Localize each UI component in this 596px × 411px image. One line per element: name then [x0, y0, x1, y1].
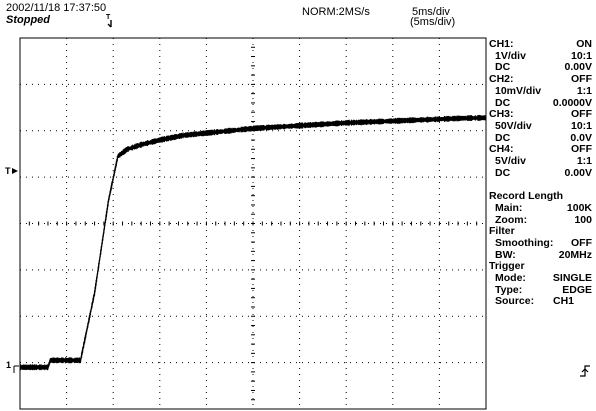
panel-value: 0.00V: [564, 166, 592, 179]
graticule-frame: [19, 37, 487, 410]
panel-value: ON: [576, 38, 592, 50]
ch1-ground-label: 1: [6, 360, 11, 370]
ch1-waveform-trace: [19, 114, 487, 371]
panel-label: 1V/div: [495, 49, 526, 62]
panel-value: 0.00V: [564, 61, 592, 74]
acquisition-status: Stopped: [6, 14, 50, 26]
acquisition-datetime: 2002/11/18 17:37:50: [6, 2, 107, 14]
panel-label: Source:: [495, 295, 535, 308]
graticule-grid: [19, 37, 487, 410]
panel-value: 20MHz: [558, 248, 592, 261]
panel-label: DC: [495, 166, 511, 179]
trigger-position-label: T: [106, 14, 111, 21]
panel-value: 1:1: [576, 155, 592, 167]
trigger-level-label: T: [5, 166, 11, 176]
zoom-timebase-setting: (5ms/div): [410, 16, 456, 28]
panel-label: Filter: [489, 225, 515, 238]
panel-value: OFF: [571, 236, 592, 249]
panel-label: Mode:: [495, 272, 526, 284]
panel-value: 100: [574, 213, 592, 226]
panel-label: CH3:: [489, 108, 514, 121]
panel-label: Record Length: [489, 190, 564, 203]
trigger-position-icon: T: [106, 14, 112, 28]
panel-value: CH1: [552, 295, 574, 308]
trigger-level-marker: T: [5, 166, 18, 176]
panel-label: Type:: [495, 283, 523, 296]
panel-label: 50V/div: [495, 119, 532, 132]
panel-label: 5V/div: [495, 155, 526, 167]
panel-label: BW:: [495, 248, 516, 261]
panel-value: 0.0000V: [552, 96, 592, 109]
panel-label: DC: [495, 61, 511, 74]
panel-label: CH4:: [489, 143, 514, 156]
panel-value: 100K: [566, 201, 592, 214]
ch1-trace-line: [19, 114, 487, 371]
panel-label: CH2:: [489, 73, 514, 86]
panel-value: 0.0V: [570, 131, 592, 144]
panel-value: 10:1: [570, 119, 592, 132]
sample-rate-mode: NORM:2MS/s: [302, 6, 370, 18]
panel-value: OFF: [571, 108, 592, 121]
panel-label: Smoothing:: [495, 236, 554, 249]
panel-value: 1:1: [576, 84, 592, 97]
panel-value: OFF: [571, 73, 592, 86]
panel-label: Zoom:: [495, 213, 528, 226]
panel-value: SINGLE: [552, 272, 592, 284]
panel-value: EDGE: [562, 283, 592, 296]
panel-label: 10mV/div: [495, 84, 542, 97]
panel-label: DC: [495, 131, 511, 144]
timebase-setting: 5ms/div: [412, 6, 450, 18]
panel-label: DC: [495, 96, 511, 109]
rising-edge-icon: [580, 365, 590, 377]
ch1-ground-marker: 1: [6, 360, 19, 373]
panel-value: 10:1: [570, 49, 592, 62]
panel-label: Main:: [495, 201, 523, 214]
panel-label: Trigger: [489, 260, 525, 273]
panel-value: OFF: [571, 143, 592, 156]
panel-label: CH1:: [489, 38, 514, 50]
